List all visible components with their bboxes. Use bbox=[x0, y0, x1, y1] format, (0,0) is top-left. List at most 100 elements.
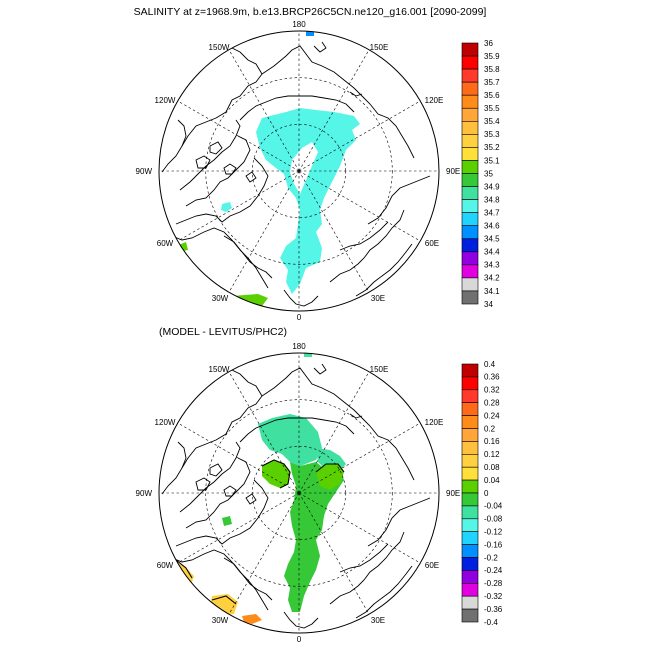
difference-lon-label: 120W bbox=[155, 418, 176, 427]
salinity-colorbar-swatch bbox=[461, 107, 479, 122]
difference-colorbar-label: -0.12 bbox=[484, 528, 503, 537]
salinity-colorbar-swatch bbox=[461, 81, 479, 96]
difference-lon-label: 30W bbox=[212, 616, 229, 625]
difference-colorbar-label: -0.36 bbox=[484, 605, 503, 614]
difference-lon-label: 120E bbox=[425, 418, 444, 427]
salinity-colorbar-label: 35.8 bbox=[484, 65, 500, 74]
salinity-colorbar-swatch bbox=[461, 264, 479, 279]
difference-colorbar-label: -0.2 bbox=[484, 553, 498, 562]
salinity-graticule bbox=[159, 31, 439, 311]
difference-colorbar-swatch bbox=[461, 389, 479, 403]
difference-colorbar-label: 0.12 bbox=[484, 450, 500, 459]
difference-colorbar-swatch bbox=[461, 557, 479, 571]
difference-colorbar-label: -0.08 bbox=[484, 515, 503, 524]
difference-colorbar-swatch bbox=[461, 402, 479, 416]
salinity-colorbar-swatch bbox=[461, 134, 479, 148]
salinity-colorbar-swatch bbox=[461, 68, 479, 83]
difference-map-border bbox=[158, 352, 440, 634]
salinity-lon-label: 30W bbox=[212, 294, 229, 303]
difference-colorbar-label: 0.16 bbox=[484, 437, 500, 446]
salinity-colorbar-label: 35.7 bbox=[484, 78, 500, 87]
salinity-colorbar-label: 34.3 bbox=[484, 261, 500, 270]
salinity-shade-35.1-greenland-sea bbox=[232, 294, 268, 306]
salinity-colorbar-label: 34.2 bbox=[484, 274, 500, 283]
difference-shade-0.24-south bbox=[242, 614, 262, 624]
salinity-colorbar-label: 35.5 bbox=[484, 104, 500, 113]
salinity-map-contents bbox=[159, 31, 439, 311]
salinity-lon-label: 150W bbox=[209, 43, 230, 52]
difference-shade-0-west-patch bbox=[222, 516, 232, 526]
salinity-colorbar-swatch bbox=[461, 238, 479, 253]
salinity-colorbar-label: 34.6 bbox=[484, 222, 500, 231]
difference-graticule bbox=[159, 353, 439, 633]
difference-shade-neg0.04 bbox=[258, 414, 322, 466]
difference-colorbar-swatch bbox=[461, 492, 479, 507]
salinity-lon-label: 150E bbox=[370, 43, 389, 52]
salinity-colorbar-swatch bbox=[461, 251, 479, 266]
salinity-colorbar-swatch bbox=[461, 121, 479, 135]
salinity-colorbar-swatch bbox=[461, 225, 479, 240]
difference-zero-contours bbox=[175, 459, 345, 605]
salinity-colorbar-label: 36 bbox=[484, 39, 493, 48]
difference-lon-label: 60E bbox=[425, 561, 439, 570]
salinity-colorbar-label: 35.3 bbox=[484, 130, 500, 139]
difference-colorbar-swatch bbox=[461, 505, 479, 520]
difference-colorbar-label: 0.4 bbox=[484, 360, 496, 369]
salinity-shade-34.6-north-patch bbox=[306, 31, 314, 36]
salinity-colorbar-swatch bbox=[461, 147, 479, 161]
salinity-colorbar-swatch bbox=[461, 199, 479, 213]
difference-colorbar-swatch bbox=[461, 428, 479, 442]
salinity-lon-label: 90E bbox=[446, 167, 460, 176]
salinity-colorbar-label: 34 bbox=[484, 300, 493, 309]
difference-lon-label: 90W bbox=[136, 489, 153, 498]
salinity-colorbar-swatch bbox=[461, 42, 479, 57]
difference-colorbar-swatch bbox=[461, 595, 479, 610]
difference-colorbar-swatch bbox=[461, 531, 479, 545]
salinity-colorbar-swatch bbox=[461, 290, 479, 305]
difference-colorbar-label: 0.24 bbox=[484, 411, 500, 420]
salinity-colorbar-swatch bbox=[461, 212, 479, 226]
difference-colorbar-label: -0.04 bbox=[484, 502, 503, 511]
difference-colorbar-swatch bbox=[461, 441, 479, 455]
salinity-shade-35-central-arctic bbox=[256, 108, 360, 294]
salinity-lon-label: 60W bbox=[157, 239, 174, 248]
salinity-colorbar: 36 35.9 35.8 35.7 35.6 35.5 35.4 35.3 35.2 35.1 35… bbox=[461, 39, 500, 309]
difference-lon-label: 180 bbox=[292, 342, 306, 351]
salinity-colorbar-label: 35.6 bbox=[484, 91, 500, 100]
salinity-lon-labels: 180 150E 120E 90E 60E 30E 0 30W 60W 90W … bbox=[136, 20, 461, 322]
difference-lon-label: 0 bbox=[297, 635, 302, 644]
salinity-colorbar-label: 34.9 bbox=[484, 182, 500, 191]
difference-colorbar-label: -0.16 bbox=[484, 540, 503, 549]
salinity-colorbar-label: 35.1 bbox=[484, 156, 500, 165]
difference-lon-label: 90E bbox=[446, 489, 460, 498]
difference-colorbar-label: 0 bbox=[484, 489, 489, 498]
salinity-colorbar-label: 34.5 bbox=[484, 235, 500, 244]
difference-lon-label: 150E bbox=[370, 365, 389, 374]
difference-colorbar-swatch bbox=[461, 544, 479, 558]
salinity-lon-label: 90W bbox=[136, 167, 153, 176]
difference-colorbar-label: -0.4 bbox=[484, 618, 498, 627]
salinity-colorbar-swatch bbox=[461, 277, 479, 292]
difference-colorbar-swatch bbox=[461, 453, 479, 468]
salinity-colorbar-label: 34.8 bbox=[484, 195, 500, 204]
difference-lon-label: 30E bbox=[371, 616, 385, 625]
salinity-lon-label: 120E bbox=[425, 96, 444, 105]
difference-colorbar-label: -0.32 bbox=[484, 592, 503, 601]
salinity-coastlines bbox=[161, 39, 431, 307]
salinity-colorbar-label: 34.7 bbox=[484, 208, 500, 217]
difference-colorbar-swatch bbox=[461, 479, 479, 494]
salinity-lon-label: 180 bbox=[292, 20, 306, 29]
difference-colorbar-swatch bbox=[461, 582, 479, 597]
difference-colorbar-swatch bbox=[461, 363, 479, 378]
difference-colorbar-label: -0.24 bbox=[484, 566, 503, 575]
difference-colorbar-label: 0.04 bbox=[484, 476, 500, 485]
difference-colorbar-label: 0.36 bbox=[484, 373, 500, 382]
salinity-lon-label: 30E bbox=[371, 294, 385, 303]
difference-map-contents bbox=[159, 353, 439, 633]
difference-shade-0.04-east-ring bbox=[316, 464, 344, 490]
salinity-map-border bbox=[158, 30, 440, 312]
difference-colorbar-swatch bbox=[461, 608, 479, 623]
difference-coastlines bbox=[161, 361, 431, 629]
